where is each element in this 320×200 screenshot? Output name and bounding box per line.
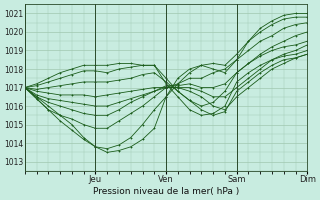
- X-axis label: Pression niveau de la mer( hPa ): Pression niveau de la mer( hPa ): [93, 187, 239, 196]
